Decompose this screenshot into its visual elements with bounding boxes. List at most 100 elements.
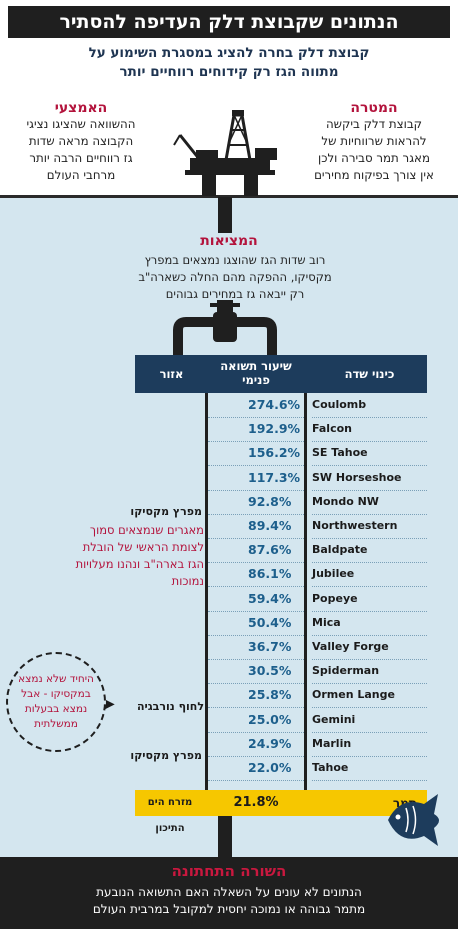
findings-text: רוב שדות הגז שהוצגו נמצאים במפרץ מקסיקו,… <box>90 252 380 303</box>
region-note-line: נמוכות <box>171 574 204 588</box>
table-cell-return: 92.8% <box>248 494 292 509</box>
findings-heading: המציאות <box>200 233 258 249</box>
bottom-text: הנתונים לא עונים על השאלה האם התשואה הנו… <box>20 884 438 918</box>
highlight-row <box>135 790 427 816</box>
row-separator <box>312 417 427 418</box>
goal-line: להראות שרווחיות של <box>321 134 427 148</box>
table-cell-field: Jubilee <box>312 567 355 580</box>
title-band <box>8 6 450 38</box>
table-divider <box>304 393 307 813</box>
table-cell-field: Baldpate <box>312 543 368 556</box>
callout-circle <box>6 652 106 752</box>
row-separator <box>208 441 304 442</box>
callout-line: ממשלתית <box>34 718 78 730</box>
means-line: ההשוואה שהציגו נציגי <box>26 117 136 131</box>
row-separator <box>312 635 427 636</box>
table-cell-return: 30.5% <box>248 663 292 678</box>
row-separator <box>312 538 427 539</box>
table-cell-field: Ormen Lange <box>312 688 395 701</box>
table-cell-field: Northwestern <box>312 519 398 532</box>
row-separator <box>312 562 427 563</box>
table-cell-field: Tahoe <box>312 761 349 774</box>
means-line: מרחבי העולם <box>46 168 116 182</box>
subtitle-line-1: קבוצת דלק בחרה להציג במסגרת השימוע על <box>88 45 370 61</box>
callout-line: נמצא בבעלות <box>24 703 88 715</box>
table-cell-return: 59.4% <box>248 591 292 606</box>
subtitle: קבוצת דלק בחרה להציג במסגרת השימוע על מת… <box>8 44 450 82</box>
row-separator <box>312 586 427 587</box>
table-cell-return: 86.1% <box>248 566 292 581</box>
column-header-region: אזור <box>159 367 184 381</box>
pipe-segment <box>218 816 232 857</box>
table-cell-field: Gemini <box>312 713 356 726</box>
bottom-heading: השורה התחתונה <box>171 862 287 880</box>
row-separator <box>208 683 304 684</box>
column-header-return-line-2: פנימי <box>242 373 270 387</box>
row-separator <box>208 780 304 781</box>
column-header-field: כינוי שדה <box>344 367 395 381</box>
region-gulf-of-mexico: מפרץ מקסיקו <box>130 505 202 518</box>
table-cell-field: Spiderman <box>312 664 380 677</box>
table-cell-return: 50.4% <box>248 615 292 630</box>
row-separator <box>312 514 427 515</box>
callout-line: היחיד שלא נמצא <box>18 673 94 685</box>
table-cell-return: 24.9% <box>248 736 292 751</box>
region-note-line: הגז בארה"ב ונהנו מעלויות <box>75 557 204 571</box>
region-note-line: מאגרים שנמצאים סמוך <box>89 523 204 537</box>
highlight-return: 21.8% <box>233 795 279 810</box>
row-separator <box>208 756 304 757</box>
row-separator <box>312 441 427 442</box>
table-cell-return: 25.8% <box>248 687 292 702</box>
row-separator <box>208 732 304 733</box>
table-cell-field: Valley Forge <box>312 640 389 653</box>
table-cell-field: Marlin <box>312 737 352 750</box>
means-block: האמצעי ההשוואה שהציגו נציגי הקבוצה מראה … <box>6 100 156 184</box>
means-line: גז רווחיים הרבה יותר <box>29 151 133 165</box>
fish-icon <box>388 794 439 846</box>
table-cell-field: SW Horseshoe <box>312 471 402 484</box>
row-separator <box>312 732 427 733</box>
row-separator <box>312 659 427 660</box>
row-separator <box>312 707 427 708</box>
highlight-region: מזרח הים התיכון <box>147 797 193 834</box>
row-separator <box>208 707 304 708</box>
row-separator <box>312 780 427 781</box>
table-cell-field: SE Tahoe <box>312 446 368 459</box>
row-separator <box>208 611 304 612</box>
row-separator <box>208 635 304 636</box>
callout-line: במקסיקו - אבל <box>21 688 91 700</box>
row-separator <box>312 683 427 684</box>
region-norway: לחוף נורבגיה <box>136 700 204 713</box>
goal-line: אין צורך בפיקוח מחירים <box>314 168 434 182</box>
row-separator <box>208 562 304 563</box>
findings-line: מקסיקו, ההפקה מהם החלה כשארה"ב <box>138 270 332 284</box>
row-separator <box>312 611 427 612</box>
row-separator <box>208 586 304 587</box>
goal-block: המטרה קבוצת דלק ביקשה להראות שרווחיות של… <box>296 100 452 184</box>
callout-text: היחיד שלא נמצא במקסיקו - אבל נמצא בבעלות… <box>10 672 102 732</box>
row-separator <box>208 514 304 515</box>
table-cell-return: 25.0% <box>248 712 292 727</box>
table-cell-return: 22.0% <box>248 760 292 775</box>
pipe-segment <box>218 197 232 233</box>
region-gulf-of-mexico-2: מפרץ מקסיקו <box>130 749 202 762</box>
bottom-line-2: מתמר גבוהה או נמוכה יחסית למקובל במרבית … <box>92 902 366 916</box>
row-separator <box>208 538 304 539</box>
region-note-line: לצומת הראשי של הובלת <box>82 540 204 554</box>
table-cell-return: 87.6% <box>248 542 292 557</box>
column-header-return-line-1: שיעור תשואה <box>220 359 292 373</box>
table-cell-return: 192.9% <box>248 421 301 436</box>
means-heading: האמצעי <box>54 100 108 116</box>
table-cell-field: Mica <box>312 616 341 629</box>
row-separator <box>312 490 427 491</box>
table-cell-field: Coulomb <box>312 398 367 411</box>
oil-rig-icon <box>173 110 277 196</box>
goal-line: קבוצת דלק ביקשה <box>325 117 423 131</box>
table-cell-return: 36.7% <box>248 639 292 654</box>
table-header <box>135 355 427 393</box>
table-cell-return: 117.3% <box>248 470 301 485</box>
row-separator <box>208 465 304 466</box>
region-gulf-note: מאגרים שנמצאים סמוך לצומת הראשי של הובלת… <box>48 522 204 590</box>
arrow-icon: ▶ <box>104 696 115 712</box>
means-line: הקבוצה מראה שדות <box>28 134 134 148</box>
